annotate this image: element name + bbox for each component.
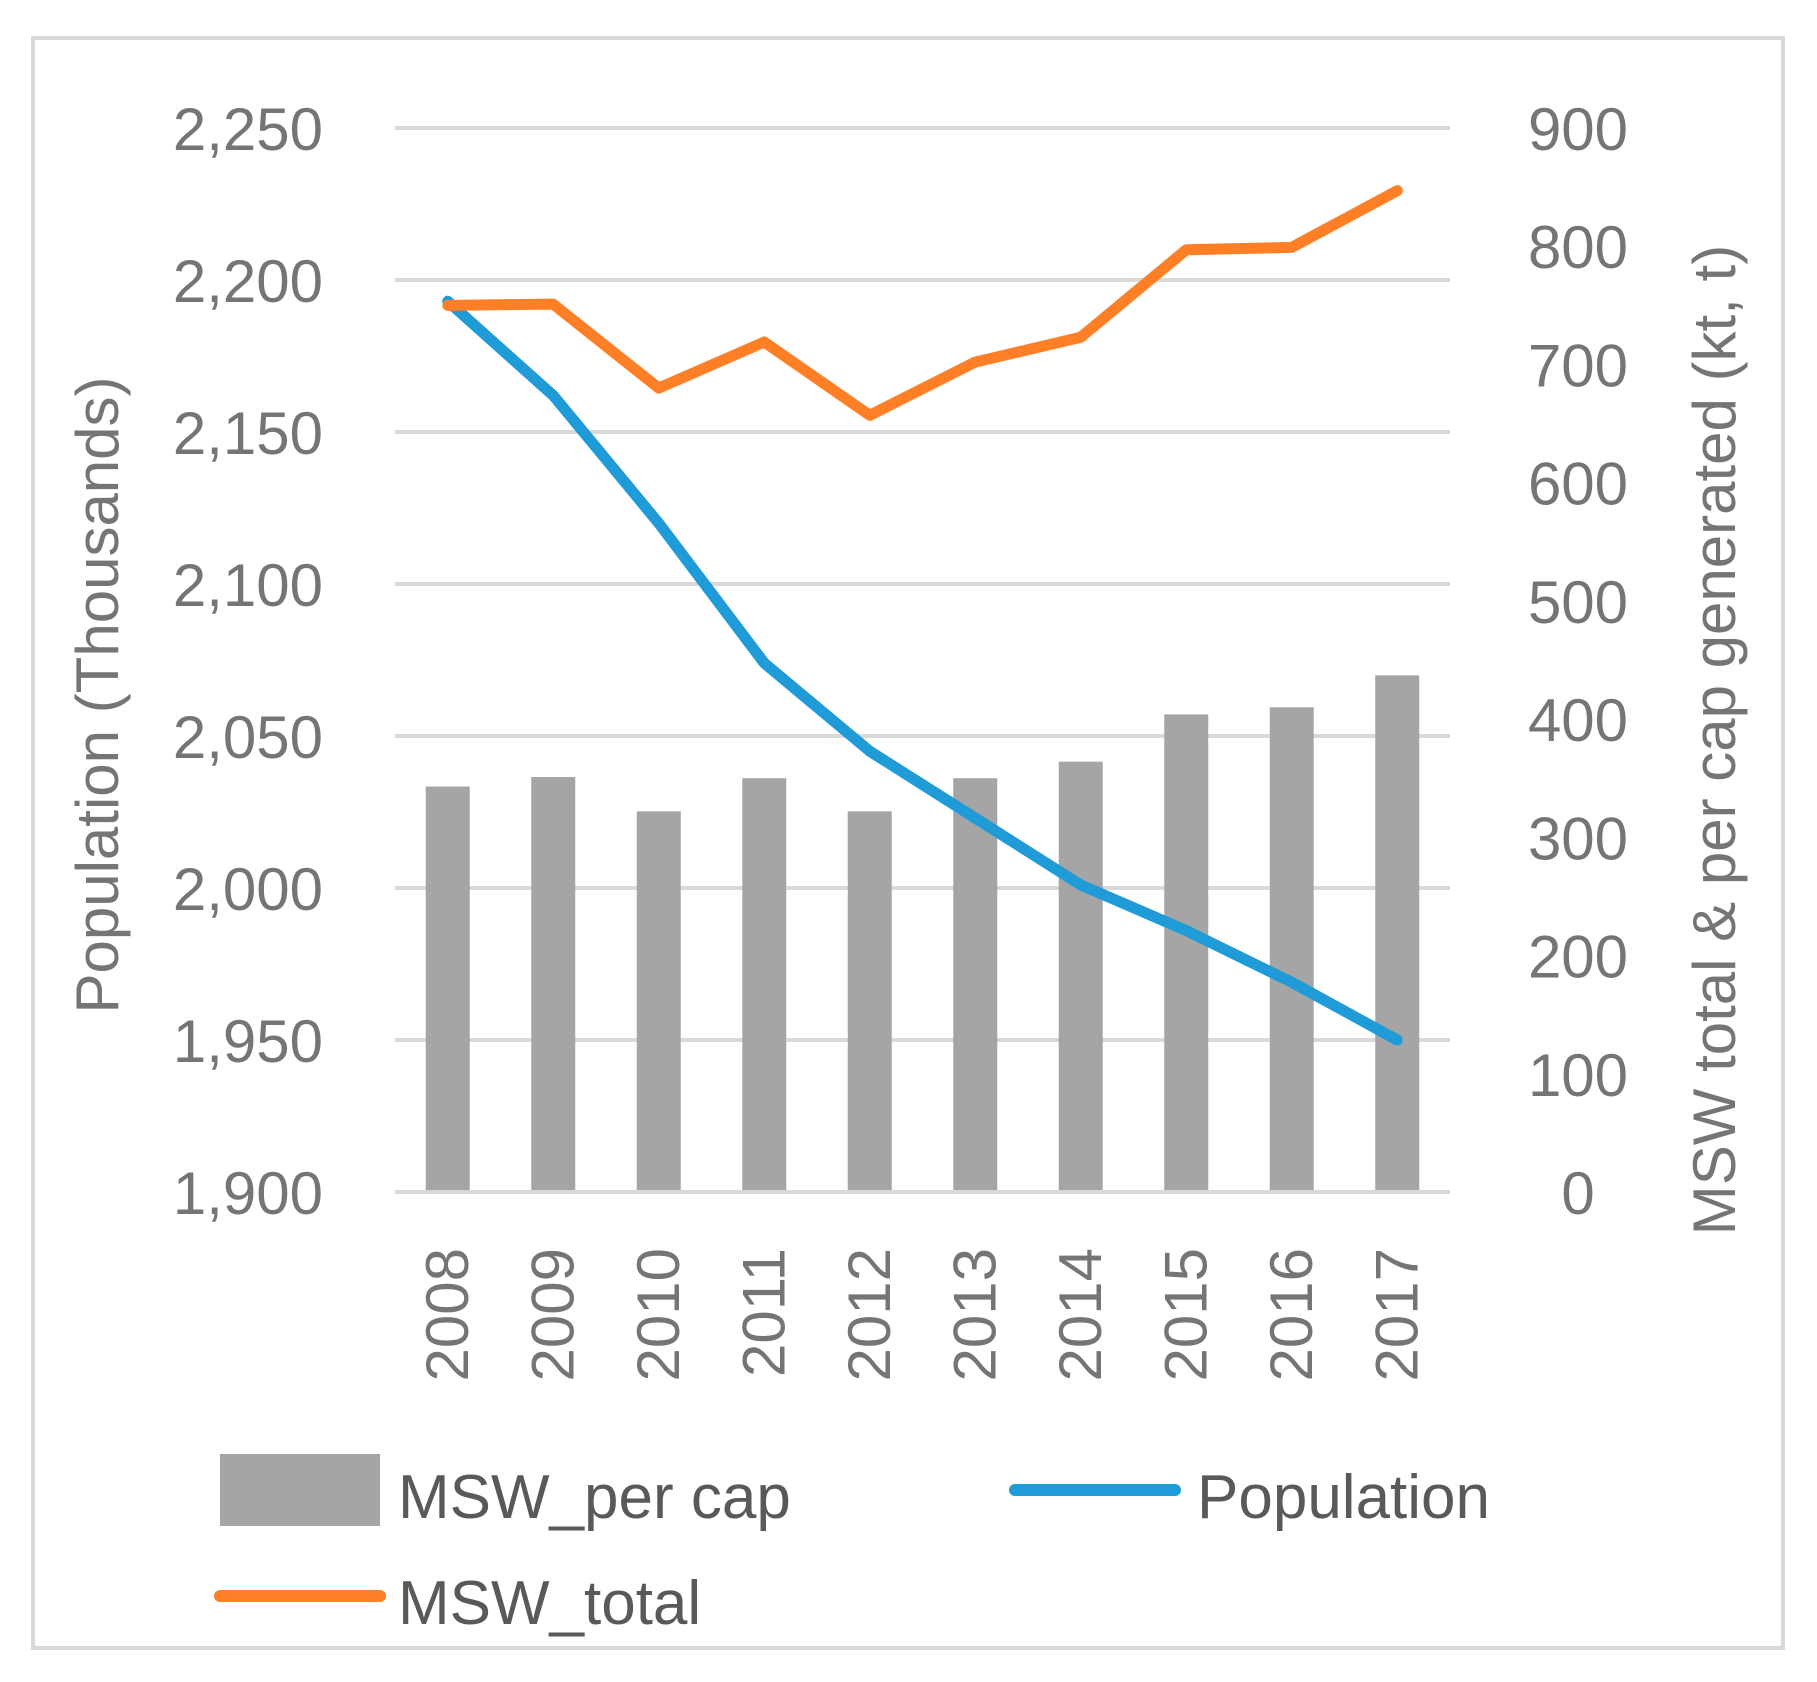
left-tick-label: 2,000 [173, 856, 323, 923]
chart-frame [31, 36, 1785, 1650]
legend-key-msw-per-cap [220, 1454, 380, 1526]
x-tick-label: 2015 [1152, 1248, 1219, 1381]
x-tick-label: 2014 [1047, 1248, 1114, 1381]
x-tick-label: 2008 [414, 1248, 481, 1381]
bar [1164, 714, 1209, 1192]
legend-label-msw-per-cap: MSW_per cap [398, 1463, 791, 1532]
x-tick-label: 2013 [941, 1248, 1008, 1381]
bar [847, 811, 892, 1192]
x-tick-label: 2009 [519, 1248, 586, 1381]
legend-label-msw-total: MSW_total [398, 1569, 701, 1638]
left-tick-label: 2,100 [173, 552, 323, 619]
right-tick-label: 900 [1528, 96, 1628, 163]
x-tick-label: 2011 [730, 1248, 797, 1377]
left-axis-title: Population (Thousands) [64, 376, 131, 1013]
legend: MSW_per cap Population MSW_total [214, 1454, 1490, 1638]
right-tick-label: 600 [1528, 451, 1628, 518]
right-tick-label: 400 [1528, 687, 1628, 754]
bar [742, 778, 787, 1192]
x-tick-label: 2017 [1363, 1248, 1430, 1381]
left-tick-label: 1,900 [173, 1160, 323, 1227]
left-tick-label: 1,950 [173, 1008, 323, 1075]
x-tick-label: 2012 [836, 1248, 903, 1381]
right-tick-label: 0 [1561, 1160, 1594, 1227]
left-tick-label: 2,250 [173, 96, 323, 163]
right-tick-label: 500 [1528, 569, 1628, 636]
right-tick-label: 800 [1528, 214, 1628, 281]
x-tick-label: 2010 [625, 1248, 692, 1381]
x-tick-label: 2016 [1258, 1248, 1325, 1381]
left-axis-ticks: 1,900 1,950 2,000 2,050 2,100 2,150 2,200 2,250 [173, 96, 323, 1227]
line-msw-total [442, 185, 1403, 421]
bar [1269, 707, 1314, 1192]
left-tick-label: 2,200 [173, 248, 323, 315]
line-series [395, 185, 1450, 1194]
bar [425, 786, 470, 1192]
right-tick-label: 100 [1528, 1042, 1628, 1109]
bar [953, 778, 998, 1192]
left-tick-label: 2,150 [173, 400, 323, 467]
bar [636, 811, 681, 1192]
x-axis-ticks: 2008 2009 2010 2011 2012 2013 2014 2015 2016 2017 [414, 1248, 1431, 1381]
line-population [442, 295, 1403, 1046]
bar [1058, 761, 1103, 1192]
right-tick-label: 300 [1528, 805, 1628, 872]
right-tick-label: 200 [1528, 924, 1628, 991]
legend-label-population: Population [1197, 1463, 1490, 1532]
bar-series-msw-per-cap [425, 675, 1420, 1192]
left-tick-label: 2,050 [173, 704, 323, 771]
right-axis-title: MSW total & per cap generated (kt, t) [1681, 245, 1748, 1235]
bar [1375, 675, 1420, 1192]
right-tick-label: 700 [1528, 332, 1628, 399]
bar [531, 777, 576, 1192]
right-axis-ticks: 0 100 200 300 400 500 600 700 800 900 [1528, 96, 1628, 1227]
